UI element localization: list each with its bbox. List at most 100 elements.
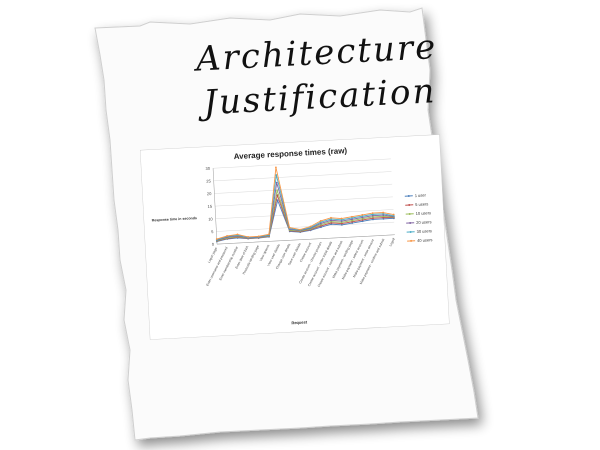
series-line [216, 174, 394, 241]
line-chart: Average response times (raw) Response ti… [139, 133, 450, 341]
data-point [361, 219, 364, 221]
data-point [275, 166, 277, 169]
y-tick-label: 30 [205, 166, 210, 171]
data-point [382, 217, 385, 220]
legend-marker [410, 239, 413, 242]
data-point [371, 214, 374, 217]
legend-label: 5 users [415, 201, 428, 207]
x-tick-label: Logoff [388, 237, 396, 247]
legend-label: 1 user [415, 192, 427, 198]
data-point [392, 214, 395, 217]
data-point [299, 228, 302, 231]
data-point [320, 226, 322, 229]
data-point [268, 233, 270, 236]
chart-container: Average response times (raw) Response ti… [139, 133, 450, 341]
data-point [330, 221, 333, 224]
legend-label: 30 users [417, 228, 433, 234]
data-point [340, 222, 343, 225]
data-point [330, 216, 332, 219]
data-point [392, 213, 395, 216]
y-tick-label: 5 [211, 229, 214, 234]
series-lines [215, 166, 395, 243]
data-point [371, 212, 374, 215]
data-point [330, 223, 333, 226]
data-point [382, 212, 385, 215]
legend-label: 10 users [416, 210, 432, 216]
x-axis-label: Request [291, 319, 308, 325]
data-point [320, 225, 322, 227]
legend-label: 20 users [416, 219, 432, 225]
data-point [309, 225, 312, 228]
x-tick-label: Logon page [207, 247, 218, 264]
data-point [351, 220, 354, 223]
data-point [236, 233, 239, 236]
data-point [330, 218, 332, 220]
y-ticks: 0 5 10 15 20 25 30 [205, 166, 214, 247]
data-point [276, 189, 279, 192]
x-tick-label: View options [259, 244, 271, 262]
data-point [372, 217, 374, 220]
legend-marker [408, 203, 411, 206]
data-point [275, 174, 278, 176]
handwritten-heading: Architecture Justification [150, 24, 454, 128]
gridline [213, 171, 392, 182]
y-tick-label: 25 [206, 178, 211, 183]
y-axis-line [212, 168, 218, 245]
data-point [361, 217, 364, 220]
data-point [288, 226, 291, 229]
data-point [276, 194, 279, 197]
legend-marker [409, 221, 412, 224]
data-point [351, 215, 353, 218]
data-point [361, 214, 364, 216]
data-point [276, 199, 279, 202]
y-tick-label: 20 [207, 191, 212, 196]
legend: 1 user 5 users 10 users 20 users 30 users 40 … [404, 192, 433, 243]
data-point [319, 222, 322, 225]
data-point [330, 220, 333, 223]
data-point [215, 238, 218, 240]
chart-border [139, 133, 450, 341]
data-point [371, 216, 374, 218]
data-point [361, 215, 364, 218]
data-point [275, 181, 278, 184]
gridline [214, 183, 393, 194]
gridline [213, 158, 391, 169]
x-axis-line [217, 234, 395, 245]
gridline [215, 196, 393, 207]
gridline [215, 209, 394, 220]
data-point [319, 220, 322, 222]
data-point [340, 217, 343, 220]
legend-marker [408, 212, 411, 215]
y-tick-label: 10 [208, 216, 213, 221]
gridlines [212, 158, 395, 245]
data-point [382, 216, 385, 219]
data-point [371, 213, 374, 216]
data-point [351, 217, 353, 219]
data-point [382, 214, 385, 216]
data-point [319, 223, 322, 226]
data-point [257, 235, 260, 238]
y-tick-label: 0 [212, 242, 215, 247]
data-point [340, 223, 343, 226]
data-point [340, 220, 343, 222]
data-point [340, 221, 343, 224]
series-line [216, 182, 394, 241]
data-point [351, 218, 353, 221]
data-point [226, 235, 228, 237]
data-point [361, 220, 364, 223]
gridline [216, 221, 395, 232]
y-tick-label: 15 [207, 204, 212, 209]
data-point [382, 215, 385, 218]
data-point [361, 216, 364, 219]
data-point [319, 221, 322, 224]
y-axis-label: Response time in seconds [152, 216, 197, 222]
data-point [382, 211, 385, 214]
data-point [351, 222, 354, 224]
legend-marker [407, 194, 410, 197]
legend-marker [409, 230, 412, 233]
data-point [247, 235, 250, 238]
data-point [340, 218, 343, 221]
data-point [330, 219, 333, 222]
data-point [372, 218, 374, 221]
